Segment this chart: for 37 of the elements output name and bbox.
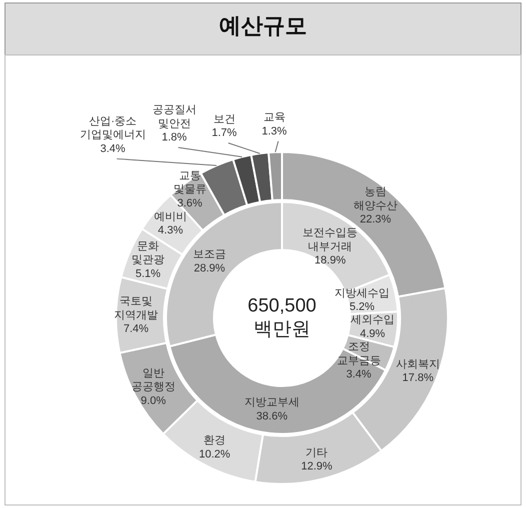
data-label: 3.4% [100, 142, 126, 155]
slice-label: 사회복지 [396, 358, 440, 370]
data-label: 4.3% [158, 224, 184, 237]
data-label: 18.9% [314, 254, 346, 267]
chart-title: 예산규모 [219, 12, 307, 38]
slice-label: 일반 공공행정 [131, 367, 176, 394]
slice-label: 세외수입 [350, 314, 395, 326]
data-label: 1.3% [262, 125, 288, 138]
data-label: 12.9% [301, 460, 333, 473]
slice-label: 국토및 지역개발 [114, 296, 158, 322]
slice-label: 환경 [204, 434, 226, 447]
slice-label: 보전수입등 내부거래 [302, 227, 358, 253]
slice-label: 교육 [263, 112, 286, 124]
slice-label: 농림 해양수산 [354, 186, 398, 212]
data-label: 17.8% [402, 372, 434, 384]
slice-label: 보건 [213, 113, 236, 126]
data-label: 9.0% [140, 394, 166, 407]
slice-label: 지방세수입 [334, 287, 390, 300]
data-label: 28.9% [194, 262, 226, 274]
data-label: 3.4% [346, 368, 372, 381]
slice-label: 문화 및관광 [132, 240, 164, 266]
data-label: 4.9% [360, 328, 386, 340]
data-label: 1.8% [162, 132, 188, 144]
slice-label: 예비비 [154, 210, 187, 223]
data-label: 38.6% [256, 410, 288, 422]
data-label: 5.1% [135, 268, 161, 280]
data-label: 5.2% [350, 301, 375, 314]
slice-label: 산업·중소 기업및에너지 [80, 115, 146, 142]
text: 650,500 백만원 [248, 295, 316, 340]
slice-label: 보조금 [192, 248, 226, 261]
slice-label: 기타 [306, 446, 328, 459]
slice-label: 지방교부세 [244, 396, 300, 409]
data-label: 10.2% [198, 448, 230, 460]
data-label: 22.3% [360, 214, 392, 226]
data-label: 1.7% [212, 127, 238, 140]
data-label: 7.4% [123, 323, 149, 336]
slice-label: 공공질서 및안전 [152, 104, 196, 130]
